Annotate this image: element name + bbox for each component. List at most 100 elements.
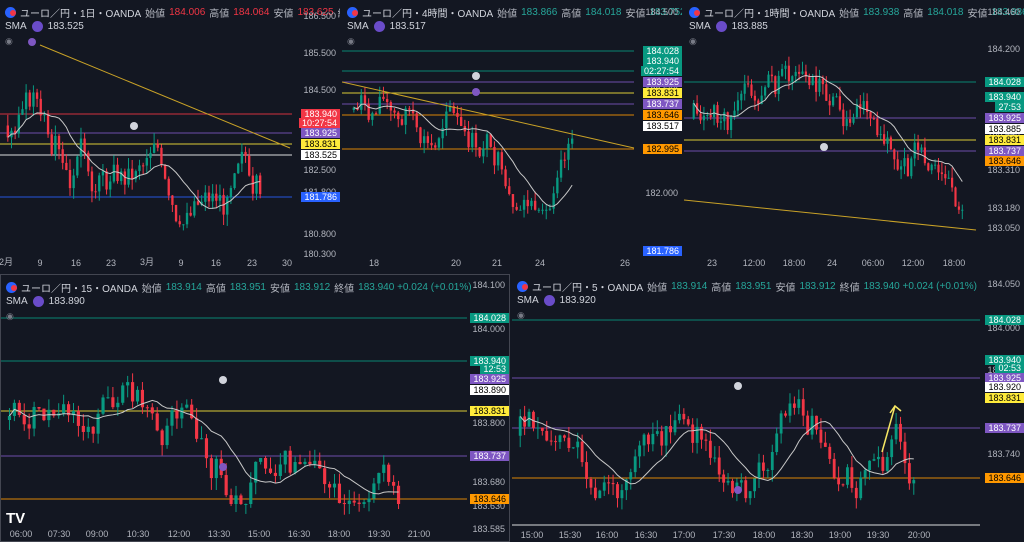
candle[interactable]	[46, 114, 50, 135]
candle[interactable]	[182, 224, 185, 226]
candle[interactable]	[620, 490, 624, 499]
candle[interactable]	[806, 415, 810, 435]
candle[interactable]	[743, 83, 746, 94]
candle[interactable]	[811, 76, 814, 86]
candle[interactable]	[825, 84, 828, 101]
candle[interactable]	[552, 193, 555, 209]
candle[interactable]	[65, 162, 68, 171]
candle[interactable]	[686, 419, 690, 425]
candle[interactable]	[669, 426, 672, 433]
candle[interactable]	[835, 96, 838, 98]
candle[interactable]	[204, 438, 209, 459]
candle[interactable]	[199, 438, 204, 440]
candle[interactable]	[372, 483, 376, 499]
candle[interactable]	[263, 457, 268, 469]
candle[interactable]	[862, 101, 865, 109]
candle[interactable]	[323, 468, 327, 485]
event-marker-icon[interactable]	[734, 382, 742, 390]
candle[interactable]	[127, 168, 130, 185]
candle[interactable]	[781, 68, 784, 76]
price-level-badge[interactable]: 183.737	[470, 451, 509, 461]
candle[interactable]	[116, 402, 120, 408]
candle[interactable]	[445, 111, 448, 128]
candle[interactable]	[511, 194, 515, 207]
candle[interactable]	[7, 415, 12, 420]
chart-pane-1h[interactable]: ユーロ／円・1時間・OANDA 始値 183.938 高値 184.018 安値 183.8…	[684, 0, 1024, 270]
candle[interactable]	[392, 481, 396, 486]
candle[interactable]	[126, 382, 130, 386]
candle[interactable]	[140, 389, 145, 408]
candle[interactable]	[496, 152, 500, 166]
candle[interactable]	[43, 114, 46, 116]
price-level-badge[interactable]: 183.940	[985, 92, 1024, 102]
candle[interactable]	[259, 175, 262, 195]
candle[interactable]	[86, 426, 90, 432]
candle[interactable]	[706, 114, 709, 116]
chart-canvas[interactable]	[0, 0, 340, 270]
candle[interactable]	[927, 163, 930, 171]
candle[interactable]	[195, 418, 199, 439]
candle[interactable]	[211, 193, 214, 202]
candle[interactable]	[76, 156, 79, 176]
candle[interactable]	[766, 470, 770, 472]
candle[interactable]	[180, 407, 184, 419]
candle[interactable]	[288, 450, 292, 473]
candle[interactable]	[422, 136, 426, 144]
candle[interactable]	[733, 110, 736, 116]
candle[interactable]	[731, 480, 734, 494]
candle[interactable]	[138, 165, 141, 172]
price-level-badge[interactable]: 183.925	[985, 113, 1024, 123]
candle[interactable]	[224, 475, 228, 496]
candle[interactable]	[775, 433, 779, 453]
candle[interactable]	[156, 143, 159, 148]
candle[interactable]	[726, 480, 730, 483]
candle[interactable]	[859, 104, 862, 109]
candle[interactable]	[906, 158, 909, 177]
candle[interactable]	[52, 409, 56, 416]
price-level-badge[interactable]: 02:27:54	[640, 66, 682, 76]
candle[interactable]	[6, 125, 9, 138]
candle[interactable]	[563, 159, 566, 161]
candle[interactable]	[660, 431, 664, 446]
candle[interactable]	[362, 502, 366, 504]
candle[interactable]	[377, 472, 381, 484]
candle[interactable]	[209, 458, 213, 479]
chart-canvas[interactable]	[684, 0, 1024, 270]
news-marker-icon[interactable]	[28, 38, 36, 46]
visibility-eye-icon[interactable]: ◉	[6, 311, 14, 321]
candle[interactable]	[357, 502, 361, 504]
candle[interactable]	[842, 109, 845, 127]
candle[interactable]	[757, 462, 761, 479]
candle[interactable]	[371, 113, 374, 120]
candle[interactable]	[268, 468, 273, 473]
candle[interactable]	[518, 416, 522, 436]
price-level-badge[interactable]: 183.646	[985, 473, 1024, 483]
price-level-badge[interactable]: 183.737	[643, 99, 682, 109]
candle[interactable]	[387, 464, 391, 482]
news-marker-icon[interactable]	[219, 463, 227, 471]
price-level-badge[interactable]: 183.925	[470, 374, 509, 384]
candle[interactable]	[37, 406, 41, 409]
candle[interactable]	[90, 171, 94, 192]
candle[interactable]	[149, 152, 152, 158]
candle[interactable]	[105, 171, 108, 190]
candle[interactable]	[855, 104, 858, 118]
candle[interactable]	[123, 171, 127, 185]
candle[interactable]	[549, 440, 553, 442]
candle[interactable]	[876, 456, 880, 460]
candle[interactable]	[702, 115, 705, 121]
candle[interactable]	[713, 105, 716, 118]
time-axis[interactable]: 2月 9 16 23 3月 9 16 23 30	[0, 256, 292, 270]
candle[interactable]	[101, 171, 105, 176]
candle[interactable]	[762, 462, 765, 471]
candle[interactable]	[244, 151, 247, 156]
candle[interactable]	[32, 92, 35, 107]
candle[interactable]	[397, 112, 400, 120]
candle[interactable]	[283, 450, 287, 465]
candle[interactable]	[699, 113, 702, 121]
candle[interactable]	[545, 209, 548, 211]
candle[interactable]	[32, 406, 36, 429]
candle[interactable]	[545, 430, 549, 441]
visibility-eye-icon[interactable]: ◉	[689, 36, 697, 46]
candle[interactable]	[17, 114, 20, 134]
